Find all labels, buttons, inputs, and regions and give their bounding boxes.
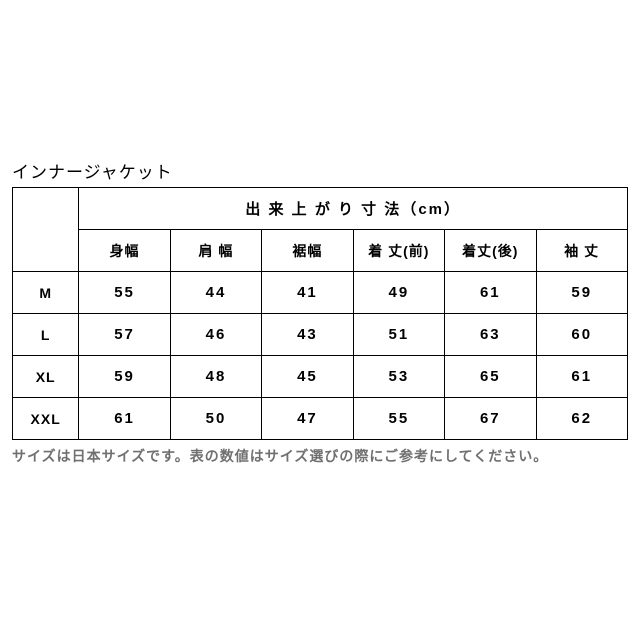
cell: 57 (79, 314, 170, 356)
size-label: M (13, 272, 79, 314)
cell: 50 (170, 398, 261, 440)
size-label: XL (13, 356, 79, 398)
cell: 61 (536, 356, 628, 398)
table-row: XXL 61 50 47 55 67 62 (13, 398, 628, 440)
cell: 62 (536, 398, 628, 440)
cell: 45 (262, 356, 353, 398)
table-row: XL 59 48 45 53 65 61 (13, 356, 628, 398)
cell: 46 (170, 314, 261, 356)
cell: 55 (79, 272, 170, 314)
col-sleeve-length: 袖 丈 (536, 230, 628, 272)
cell: 59 (536, 272, 628, 314)
col-hem-width: 裾幅 (262, 230, 353, 272)
cell: 48 (170, 356, 261, 398)
cell: 61 (79, 398, 170, 440)
table-row: L 57 46 43 51 63 60 (13, 314, 628, 356)
cell: 47 (262, 398, 353, 440)
cell: 41 (262, 272, 353, 314)
cell: 61 (445, 272, 536, 314)
col-length-back: 着丈(後) (445, 230, 536, 272)
cell: 63 (445, 314, 536, 356)
cell: 53 (353, 356, 444, 398)
cell: 65 (445, 356, 536, 398)
cell: 49 (353, 272, 444, 314)
size-chart-block: インナージャケット 出 来 上 が り 寸 法（cm） 身幅 肩 幅 裾幅 着 … (12, 158, 628, 466)
cell: 44 (170, 272, 261, 314)
col-shoulder-width: 肩 幅 (170, 230, 261, 272)
col-body-width: 身幅 (79, 230, 170, 272)
dimensions-group-header: 出 来 上 が り 寸 法（cm） (79, 188, 628, 230)
size-label: XXL (13, 398, 79, 440)
cell: 51 (353, 314, 444, 356)
cell: 60 (536, 314, 628, 356)
size-table: 出 来 上 が り 寸 法（cm） 身幅 肩 幅 裾幅 着 丈(前) 着丈(後)… (12, 187, 628, 440)
cell: 55 (353, 398, 444, 440)
size-header-blank (13, 188, 79, 272)
cell: 43 (262, 314, 353, 356)
cell: 67 (445, 398, 536, 440)
table-row: M 55 44 41 49 61 59 (13, 272, 628, 314)
size-footnote: サイズは日本サイズです。表の数値はサイズ選びの際にご参考にしてください。 (12, 446, 628, 466)
product-title: インナージャケット (12, 158, 628, 183)
col-length-front: 着 丈(前) (353, 230, 444, 272)
size-label: L (13, 314, 79, 356)
cell: 59 (79, 356, 170, 398)
